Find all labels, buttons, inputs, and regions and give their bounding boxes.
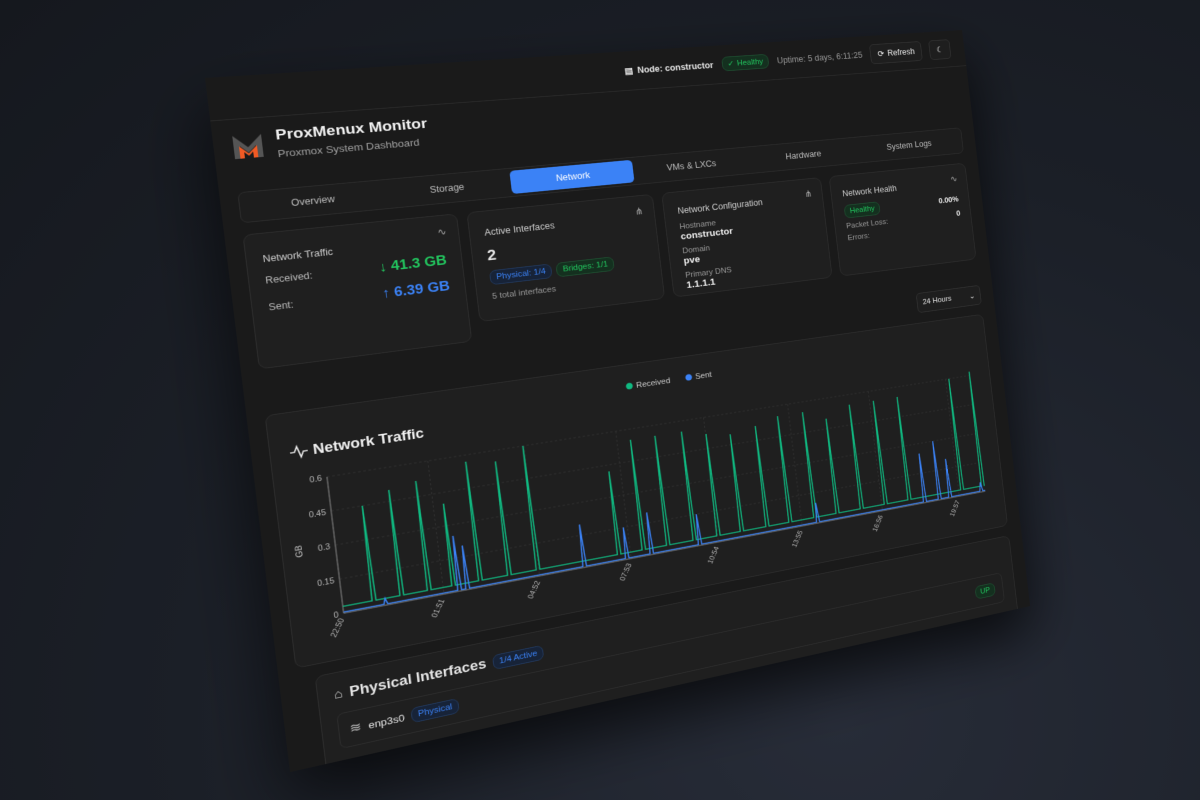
y-tick-label: 0.3 — [317, 542, 330, 553]
time-range-select[interactable]: 24 Hours ⌄ — [915, 284, 982, 314]
time-range-value: 24 Hours — [922, 294, 952, 307]
received-value: ↓ 41.3 GB — [378, 252, 448, 275]
interface-type-badge: Physical — [410, 698, 460, 724]
activity-icon — [289, 445, 308, 458]
x-tick-label: 07:53 — [618, 562, 634, 582]
y-tick-label: 0.45 — [308, 508, 326, 520]
active-interfaces-card: ⋔ Active Interfaces 2 Physical: 1/4 Brid… — [466, 193, 666, 322]
x-tick-label: 04:52 — [526, 579, 542, 599]
x-tick-label: 22:50 — [328, 617, 346, 638]
grid-line — [327, 375, 972, 477]
refresh-label: Refresh — [886, 46, 916, 58]
grid-line — [331, 404, 975, 511]
grid-line — [428, 461, 444, 594]
app-header: ProxMenux Monitor Proxmox System Dashboa… — [230, 116, 430, 163]
server-icon: ▤ — [623, 65, 634, 76]
status-badge: ✓ Healthy — [721, 53, 770, 72]
errors-value: 0 — [955, 209, 961, 218]
interface-name: enp3s0 — [367, 711, 406, 731]
moon-icon: ☾ — [935, 44, 944, 55]
legend-label: Sent — [695, 370, 713, 381]
theme-toggle-button[interactable]: ☾ — [928, 38, 952, 60]
tab-hardware[interactable]: Hardware — [785, 148, 822, 162]
wifi-icon: ≋ — [349, 720, 363, 736]
tab-system-logs[interactable]: System Logs — [886, 138, 933, 152]
network-traffic-chart-card: Network Traffic Received Sent 0 0.15 0.3 0.4… — [264, 313, 1008, 669]
legend-label: Received — [636, 376, 671, 390]
y-tick-label: 0.6 — [309, 474, 322, 485]
network-icon: ⋔ — [634, 205, 644, 217]
node-indicator: ▤ Node: constructor — [624, 60, 714, 76]
node-label: Node: constructor — [636, 59, 714, 75]
packet-loss-label: Packet Loss: — [845, 217, 889, 231]
legend-marker — [685, 373, 693, 381]
legend-marker — [625, 382, 634, 390]
x-tick-label: 01:51 — [429, 598, 446, 619]
network-traffic-card: ∿ Network Traffic Received: ↓ 41.3 GB Sen… — [242, 213, 473, 370]
network-health-card: ∿ Network Health Healthy 0.00% Packet Los… — [828, 162, 977, 277]
activity-icon: ∿ — [436, 225, 448, 238]
sent-label: Sent: — [267, 298, 295, 313]
active-badge: 1/4 Active — [491, 644, 545, 670]
x-tick-label: 16:56 — [871, 514, 885, 533]
tab-overview[interactable]: Overview — [290, 193, 336, 209]
proxmenux-logo — [232, 133, 264, 160]
y-tick-label: 0.15 — [317, 576, 335, 588]
tab-vms-lxcs[interactable]: VMs & LXCs — [666, 158, 717, 173]
tab-storage[interactable]: Storage — [429, 181, 465, 196]
y-tick-label: 0 — [333, 610, 339, 620]
network-icon: ⋔ — [804, 188, 813, 200]
packet-loss-value: 0.00% — [938, 195, 959, 206]
tab-network[interactable]: Network — [509, 159, 635, 194]
sent-value: ↑ 6.39 GB — [381, 278, 451, 301]
network-config-card: ⋔ Network Configuration Hostname constru… — [661, 177, 833, 298]
network-traffic-chart: Network Traffic Received Sent 0 0.15 0.3 0.4… — [266, 315, 1008, 638]
status-text: Healthy — [736, 57, 764, 68]
health-badge: Healthy — [843, 201, 881, 219]
dashboard-window: ▤ Node: constructor ✓ Healthy Uptime: 5 d… — [205, 30, 1031, 773]
top-bar: ▤ Node: constructor ✓ Healthy Uptime: 5 d… — [205, 30, 967, 122]
refresh-button[interactable]: ⟳ Refresh — [869, 40, 923, 64]
physical-badge: Physical: 1/4 — [489, 263, 553, 286]
x-tick-label: 13:55 — [790, 529, 804, 548]
x-tick-label: 19:57 — [948, 499, 961, 517]
chart-title: Network Traffic — [312, 426, 425, 457]
refresh-icon: ⟳ — [876, 48, 885, 59]
received-label: Received: — [264, 269, 314, 286]
x-tick-label: 10:54 — [706, 545, 721, 564]
activity-icon: ∿ — [949, 173, 958, 184]
y-axis-label: GB — [293, 544, 306, 558]
check-circle-icon: ✓ — [727, 59, 735, 69]
interface-status-badge: UP — [974, 582, 996, 600]
uptime: Uptime: 5 days, 6:11:25 — [776, 49, 863, 66]
router-icon: ⌂ — [333, 686, 344, 702]
bridges-badge: Bridges: 1/1 — [555, 256, 615, 278]
chevron-down-icon: ⌄ — [968, 291, 976, 301]
